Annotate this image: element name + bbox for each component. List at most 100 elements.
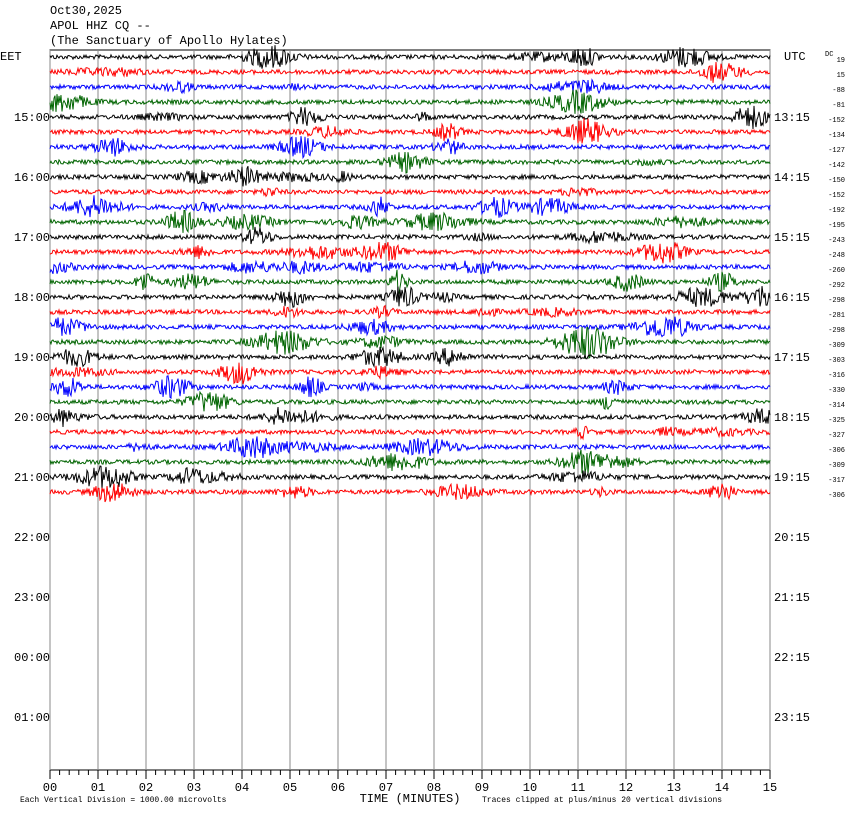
trace [49, 286, 771, 308]
right-hour-label: 21:15 [774, 591, 810, 605]
trace [49, 326, 771, 360]
right-hour-label: 23:15 [774, 711, 810, 725]
left-hour-label: 23:00 [14, 591, 50, 605]
dc-offset: -281 [828, 312, 845, 320]
x-tick-label: 04 [235, 781, 249, 795]
trace [49, 362, 771, 385]
right-zone: UTC [784, 50, 806, 64]
dc-offset: -152 [828, 117, 845, 125]
left-hour-label: 16:00 [14, 171, 50, 185]
trace [49, 269, 771, 294]
dc-offset: 15 [837, 72, 845, 80]
left-hour-label: 18:00 [14, 291, 50, 305]
left-hour-label: 00:00 [14, 651, 50, 665]
dc-offset: -325 [828, 417, 845, 425]
dc-label: DC [825, 51, 833, 59]
trace [49, 226, 771, 245]
dc-offset: -327 [828, 432, 845, 440]
dc-offset: -152 [828, 192, 845, 200]
dc-offset: -317 [828, 477, 845, 485]
x-tick-label: 13 [667, 781, 681, 795]
dc-offset: -298 [828, 327, 845, 335]
trace [49, 304, 771, 319]
left-zone: EET [0, 50, 22, 64]
x-tick-label: 11 [571, 781, 585, 795]
left-hour-label: 01:00 [14, 711, 50, 725]
left-hour-label: 22:00 [14, 531, 50, 545]
trace [49, 136, 771, 160]
x-axis-label: TIME (MINUTES) [360, 792, 461, 806]
dc-offset: -248 [828, 252, 845, 260]
dc-offset: -192 [828, 207, 845, 215]
trace [49, 209, 771, 234]
dc-offset: -330 [828, 387, 845, 395]
trace [49, 165, 771, 187]
trace [49, 425, 771, 441]
trace [49, 195, 771, 218]
dc-offset: -309 [828, 342, 845, 350]
left-hour-label: 19:00 [14, 351, 50, 365]
left-hour-label: 21:00 [14, 471, 50, 485]
trace [49, 151, 771, 174]
clip-note: Traces clipped at plus/minus 20 vertical… [482, 796, 722, 805]
trace [49, 241, 771, 264]
x-tick-label: 06 [331, 781, 345, 795]
trace [49, 465, 771, 490]
dc-offset: -316 [828, 372, 845, 380]
left-hour-label: 20:00 [14, 411, 50, 425]
x-tick-label: 15 [763, 781, 777, 795]
x-tick-label: 08 [427, 781, 441, 795]
dc-offset: -314 [828, 402, 845, 410]
x-tick-label: 07 [379, 781, 393, 795]
trace [49, 259, 771, 276]
dc-offset: -306 [828, 447, 845, 455]
trace [49, 105, 771, 130]
left-hour-label: 17:00 [14, 231, 50, 245]
right-hour-label: 19:15 [774, 471, 810, 485]
trace [49, 436, 771, 459]
dc-offset: -309 [828, 462, 845, 470]
dc-offset: -292 [828, 282, 845, 290]
right-hour-label: 15:15 [774, 231, 810, 245]
plot-frame [49, 49, 771, 771]
right-hour-label: 20:15 [774, 531, 810, 545]
trace [49, 345, 771, 369]
title-date: Oct30,2025 [50, 4, 122, 18]
scale-note: Each Vertical Division = 1000.00 microvo… [20, 796, 227, 805]
x-tick-label: 10 [523, 781, 537, 795]
dc-offset: -142 [828, 162, 845, 170]
trace [49, 482, 771, 503]
dc-offset: -243 [828, 237, 845, 245]
right-hour-label: 22:15 [774, 651, 810, 665]
right-hour-label: 16:15 [774, 291, 810, 305]
x-tick-label: 12 [619, 781, 633, 795]
trace [49, 186, 771, 198]
trace [49, 449, 771, 475]
title-location: (The Sanctuary of Apollo Hylates) [50, 34, 288, 48]
dc-offset: -81 [832, 102, 845, 110]
right-hour-label: 14:15 [774, 171, 810, 185]
trace [49, 118, 771, 144]
trace [49, 390, 771, 412]
trace [49, 316, 771, 338]
dc-offset: -88 [832, 87, 845, 95]
x-tick-label: 14 [715, 781, 729, 795]
trace [49, 61, 770, 83]
dc-offset: -298 [828, 297, 845, 305]
dc-offset: -260 [828, 267, 845, 275]
x-tick-label: 01 [91, 781, 105, 795]
x-tick-label: 02 [139, 781, 153, 795]
x-tick-label: 03 [187, 781, 201, 795]
dc-offset: -306 [828, 492, 845, 500]
right-hour-label: 13:15 [774, 111, 810, 125]
dc-offset: -195 [828, 222, 845, 230]
x-tick-label: 09 [475, 781, 489, 795]
x-tick-label: 00 [43, 781, 57, 795]
trace [49, 45, 771, 69]
dc-offset: 19 [837, 57, 845, 65]
dc-offset: -150 [828, 177, 845, 185]
trace [49, 89, 771, 114]
trace [49, 406, 771, 428]
